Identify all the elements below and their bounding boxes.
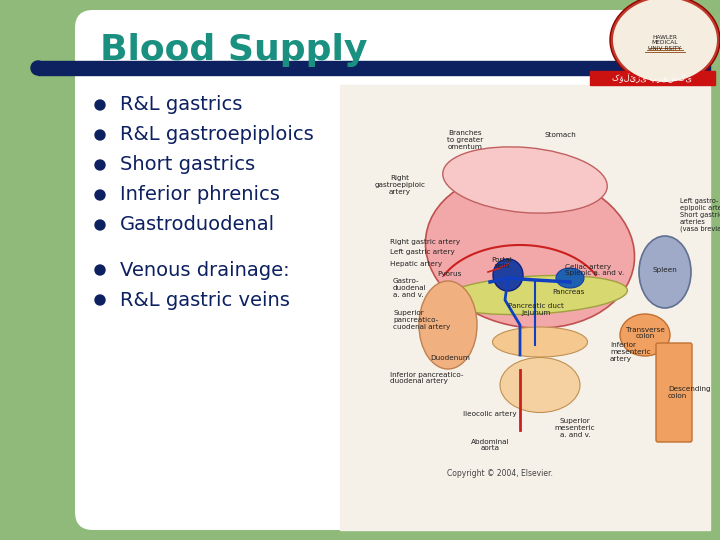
Ellipse shape [443,147,607,213]
Ellipse shape [95,220,105,230]
Text: Pancreatic duct
Jejunum: Pancreatic duct Jejunum [508,303,564,316]
Ellipse shape [493,259,523,291]
Text: Pancreas: Pancreas [552,289,584,295]
Ellipse shape [95,100,105,110]
Text: Superior
pancreatico-
cuodenal artery: Superior pancreatico- cuodenal artery [393,310,450,330]
Text: Blood Supply: Blood Supply [100,33,367,67]
Ellipse shape [613,0,717,82]
Ellipse shape [610,0,720,85]
Text: Inferior pancreatico-
duodenal artery: Inferior pancreatico- duodenal artery [390,372,464,384]
Text: Right gastric artery: Right gastric artery [390,239,460,245]
Text: Right
gastroepiploic
artery: Right gastroepiploic artery [374,175,426,195]
Ellipse shape [500,357,580,413]
Ellipse shape [492,327,588,357]
Text: Descending
colon: Descending colon [668,386,711,399]
Text: R&L gastrics: R&L gastrics [120,96,243,114]
Bar [590,71,715,85]
FancyBboxPatch shape [656,343,692,442]
Text: Pyorus: Pyorus [437,271,462,277]
FancyBboxPatch shape [75,10,710,530]
Text: Superior
mesenteric
a. and v.: Superior mesenteric a. and v. [554,418,595,438]
Ellipse shape [443,275,627,315]
Text: Stomach: Stomach [544,132,576,138]
Text: Transverse
colon: Transverse colon [626,327,665,340]
Ellipse shape [31,61,45,75]
Ellipse shape [639,236,691,308]
Text: R&L gastroepiploics: R&L gastroepiploics [120,125,314,145]
Text: Inferior
mesenteric
artery: Inferior mesenteric artery [610,342,651,362]
Text: Hepatic artery: Hepatic artery [390,261,442,267]
Ellipse shape [556,268,584,288]
Text: Short gastrics: Short gastrics [120,156,255,174]
Text: کۆڵێزی پزیشکی: کۆڵێزی پزیشکی [613,73,693,83]
Ellipse shape [95,265,105,275]
Text: HAWLER
MEDICAL
UNIV RSITY: HAWLER MEDICAL UNIV RSITY [649,35,682,51]
Text: Gastro-
duodenal
a. and v.: Gastro- duodenal a. and v. [393,278,427,298]
Text: Celiac artery
Splenic a. and v.: Celiac artery Splenic a. and v. [565,264,624,276]
Text: Spleen: Spleen [652,267,678,273]
Ellipse shape [620,314,670,356]
Text: Left gastro-
epipolic artery
Short gastric
arteries
(vasa brevia): Left gastro- epipolic artery Short gastr… [680,198,720,232]
Ellipse shape [95,190,105,200]
Text: Abdominal
aorta: Abdominal aorta [471,438,509,451]
Text: Venous drainage:: Venous drainage: [120,260,289,280]
Text: Portal
vein: Portal vein [492,256,513,269]
Bar [38,61,710,75]
Ellipse shape [95,295,105,305]
Ellipse shape [419,281,477,369]
Text: R&L gastric veins: R&L gastric veins [120,291,290,309]
Text: Copyright © 2004, Elsevier.: Copyright © 2004, Elsevier. [447,469,553,478]
Text: Branches
to greater
omentum: Branches to greater omentum [447,130,483,150]
Bar [340,85,710,530]
Text: Duodenum: Duodenum [430,355,470,361]
Ellipse shape [95,160,105,170]
Text: Inferior phrenics: Inferior phrenics [120,186,280,205]
Text: Gastroduodenal: Gastroduodenal [120,215,275,234]
Ellipse shape [426,172,634,328]
Ellipse shape [95,130,105,140]
Text: Left gastric artery: Left gastric artery [390,249,455,255]
Text: Ileocolic artery: Ileocolic artery [463,411,517,417]
